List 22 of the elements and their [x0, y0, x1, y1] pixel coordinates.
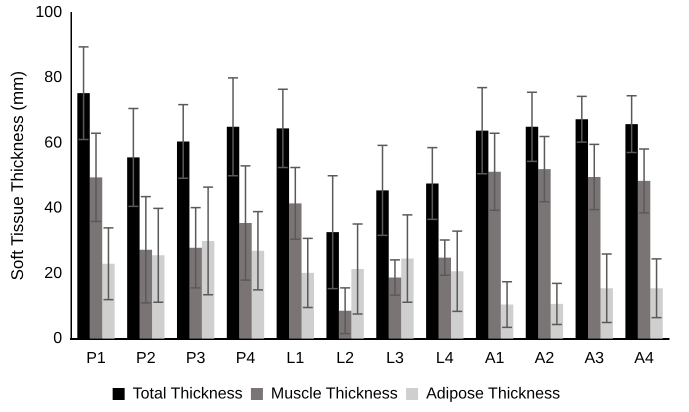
- legend-label: Muscle Thickness: [270, 385, 398, 402]
- x-tick-label: L4: [436, 350, 454, 367]
- y-tick-label: 20: [44, 264, 62, 282]
- y-tick-label: 0: [53, 330, 62, 348]
- y-axis-title: Soft Tissue Thickness (mm): [8, 70, 27, 280]
- x-tick-label: A2: [534, 350, 554, 367]
- x-tick-label: A4: [634, 350, 654, 367]
- x-tick-label: A1: [484, 350, 504, 367]
- x-tick-label: L2: [336, 350, 354, 367]
- y-tick-label: 100: [35, 4, 62, 22]
- x-tick-label: P1: [86, 350, 106, 367]
- x-tick-label: L1: [286, 350, 304, 367]
- x-tick-label: P3: [186, 350, 206, 367]
- x-tick-label: P2: [136, 350, 156, 367]
- x-tick-label: A3: [584, 350, 604, 367]
- legend-label: Adipose Thickness: [426, 385, 560, 402]
- x-tick-label: L3: [386, 350, 404, 367]
- y-tick-label: 60: [44, 134, 62, 152]
- y-tick-label: 40: [44, 200, 62, 217]
- legend-label: Total Thickness: [132, 385, 243, 402]
- y-tick-label: 80: [44, 69, 62, 86]
- x-tick-label: P4: [236, 350, 256, 367]
